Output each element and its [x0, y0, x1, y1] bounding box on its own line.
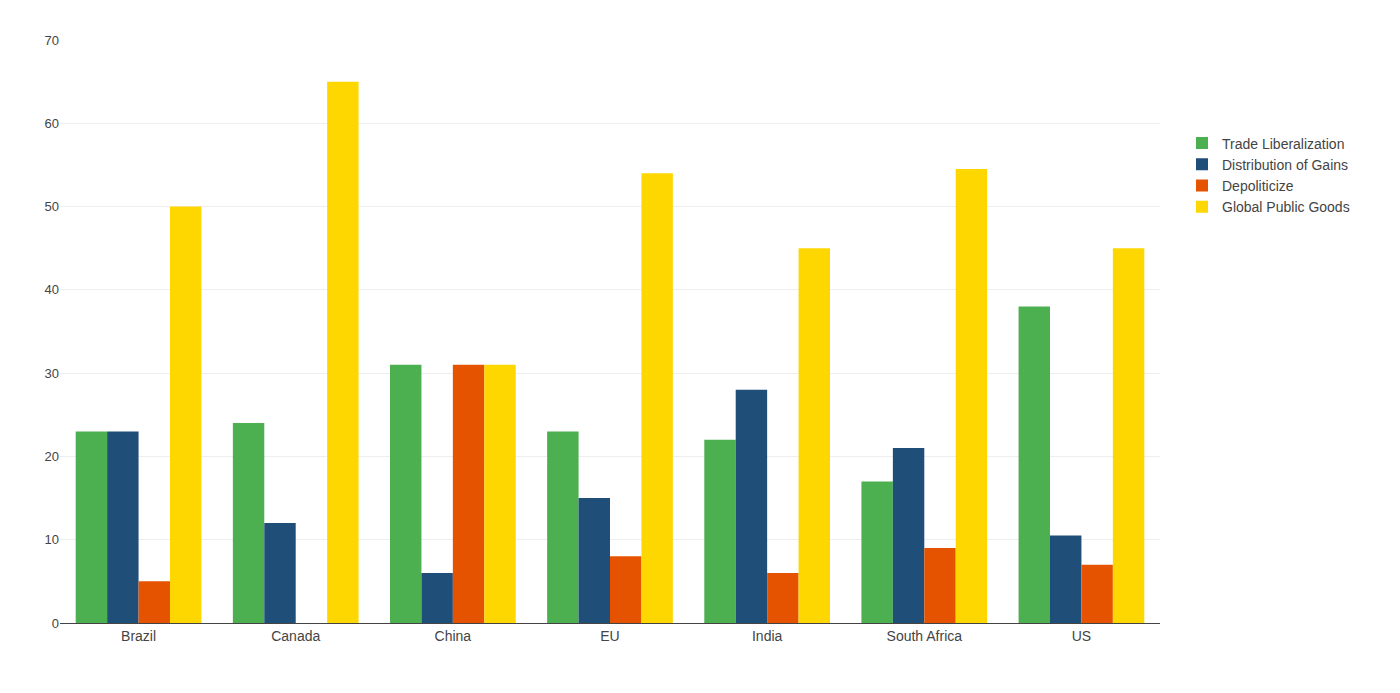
svg-text:US: US [1072, 628, 1091, 644]
svg-text:China: China [435, 628, 472, 644]
svg-text:Canada: Canada [271, 628, 320, 644]
svg-text:EU: EU [600, 628, 619, 644]
svg-text:Depoliticize: Depoliticize [1222, 178, 1294, 194]
svg-text:Brazil: Brazil [121, 628, 156, 644]
svg-text:10: 10 [45, 532, 59, 547]
svg-text:70: 70 [45, 33, 59, 48]
svg-text:40: 40 [45, 282, 59, 297]
svg-text:0: 0 [52, 616, 59, 631]
svg-text:30: 30 [45, 366, 59, 381]
svg-text:India: India [752, 628, 783, 644]
svg-text:South Africa: South Africa [887, 628, 963, 644]
svg-text:50: 50 [45, 199, 59, 214]
svg-text:Global Public Goods: Global Public Goods [1222, 199, 1350, 215]
svg-text:Trade Liberalization: Trade Liberalization [1222, 136, 1344, 152]
svg-text:20: 20 [45, 449, 59, 464]
svg-text:60: 60 [45, 116, 59, 131]
svg-text:Distribution of Gains: Distribution of Gains [1222, 157, 1348, 173]
